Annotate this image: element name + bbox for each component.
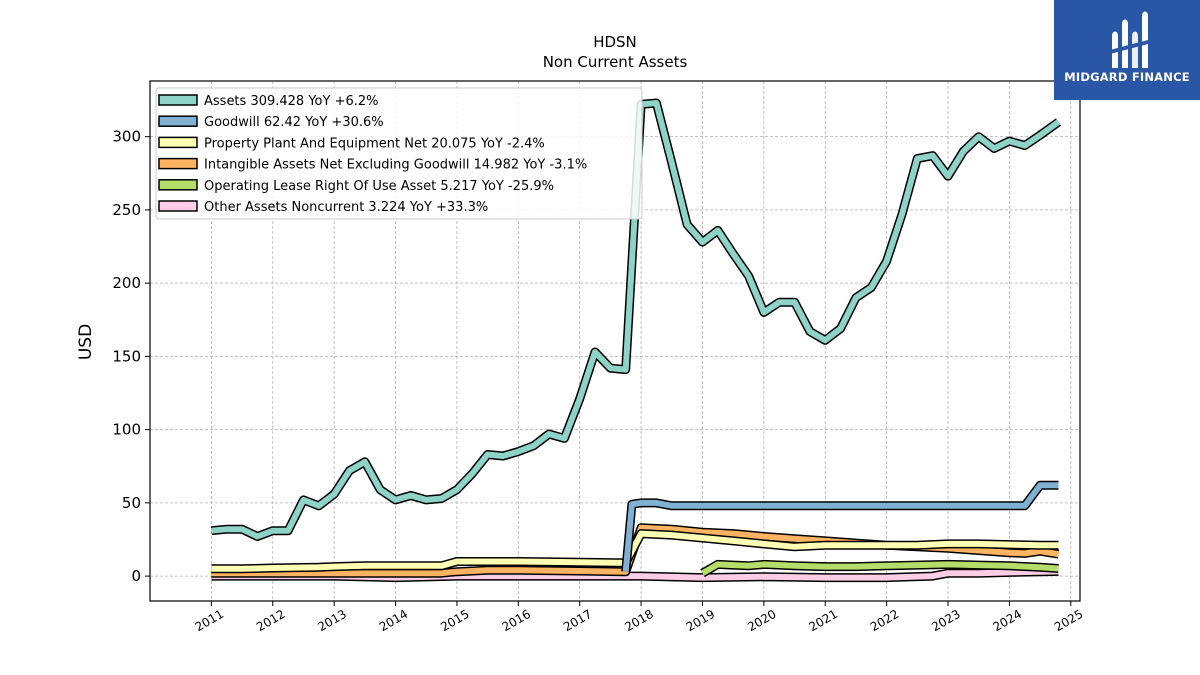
- legend-box: [155, 87, 643, 220]
- series-line-goodwill: [622, 482, 1059, 572]
- y-tick-label: 150: [112, 347, 141, 365]
- brand-name: MIDGARD FINANCE: [1064, 70, 1190, 84]
- x-tick-label: 2015: [438, 607, 471, 634]
- y-tick-label: 0: [131, 567, 141, 585]
- x-tick-label: 2017: [561, 607, 594, 634]
- legend-label: Property Plant And Equipment Net 20.075 …: [204, 136, 545, 151]
- y-tick-label: 250: [112, 201, 141, 219]
- x-tick-label: 2024: [991, 607, 1024, 634]
- legend-swatch: [158, 115, 198, 127]
- y-axis-label: USD: [76, 324, 96, 360]
- y-tick-label: 300: [112, 128, 141, 146]
- legend-label: Goodwill 62.42 YoY +30.6%: [204, 115, 384, 130]
- series-line-property-plant-and-equipment-net: [211, 530, 1059, 572]
- series-group: [210, 98, 1062, 583]
- x-tick-label: 2023: [929, 607, 962, 634]
- x-tick-label: 2014: [377, 607, 410, 634]
- legend-label: Operating Lease Right Of Use Asset 5.217…: [204, 179, 554, 194]
- legend-label: Assets 309.428 YoY +6.2%: [204, 94, 379, 109]
- y-tick-label: 50: [122, 494, 141, 512]
- x-tick-label: 2012: [254, 607, 287, 634]
- x-tick-label: 2019: [684, 607, 717, 634]
- x-tick-label: 2011: [193, 607, 226, 634]
- x-tick-label: 2021: [807, 607, 840, 634]
- legend-swatch: [158, 136, 198, 149]
- x-tick-label: 2013: [315, 607, 348, 634]
- chart-title: HDSN: [593, 33, 637, 51]
- y-ticks: 0 50 100 150 200 250 300: [112, 128, 150, 585]
- brand-logo-mark: [1110, 11, 1148, 68]
- legend-swatch: [158, 157, 198, 170]
- legend-swatch: [158, 179, 198, 191]
- x-tick-label: 2016: [500, 607, 533, 634]
- chart-subtitle: Non Current Assets: [543, 53, 688, 71]
- x-tick-label: 2018: [622, 607, 655, 634]
- legend: Assets 309.428 YoY +6.2% Goodwill 62.42 Y…: [155, 87, 643, 220]
- x-tick-label: 2022: [868, 607, 901, 634]
- plot-frame: [149, 80, 1081, 602]
- x-ticks: 2011 2012 2013 2014 2015 2016 2017 2018 2019 2020…: [193, 601, 1086, 634]
- x-tick-label: 2020: [745, 607, 778, 634]
- series-line-operating-lease-right-of-use-asset: [701, 561, 1059, 576]
- y-tick-label: 100: [112, 421, 141, 439]
- legend-swatch: [158, 94, 198, 106]
- legend-swatch: [158, 200, 198, 212]
- legend-label: Intangible Assets Net Excluding Goodwill…: [204, 158, 587, 173]
- series-line-assets: [211, 100, 1061, 540]
- series-line-intangible-assets-net-excluding-goodwill: [211, 524, 1059, 577]
- y-tick-label: 200: [112, 274, 141, 292]
- brand-logo: MIDGARD FINANCE: [1054, 0, 1200, 100]
- legend-label: Other Assets Noncurrent 3.224 YoY +33.3%: [204, 200, 488, 215]
- x-tick-label: 2025: [1052, 607, 1085, 634]
